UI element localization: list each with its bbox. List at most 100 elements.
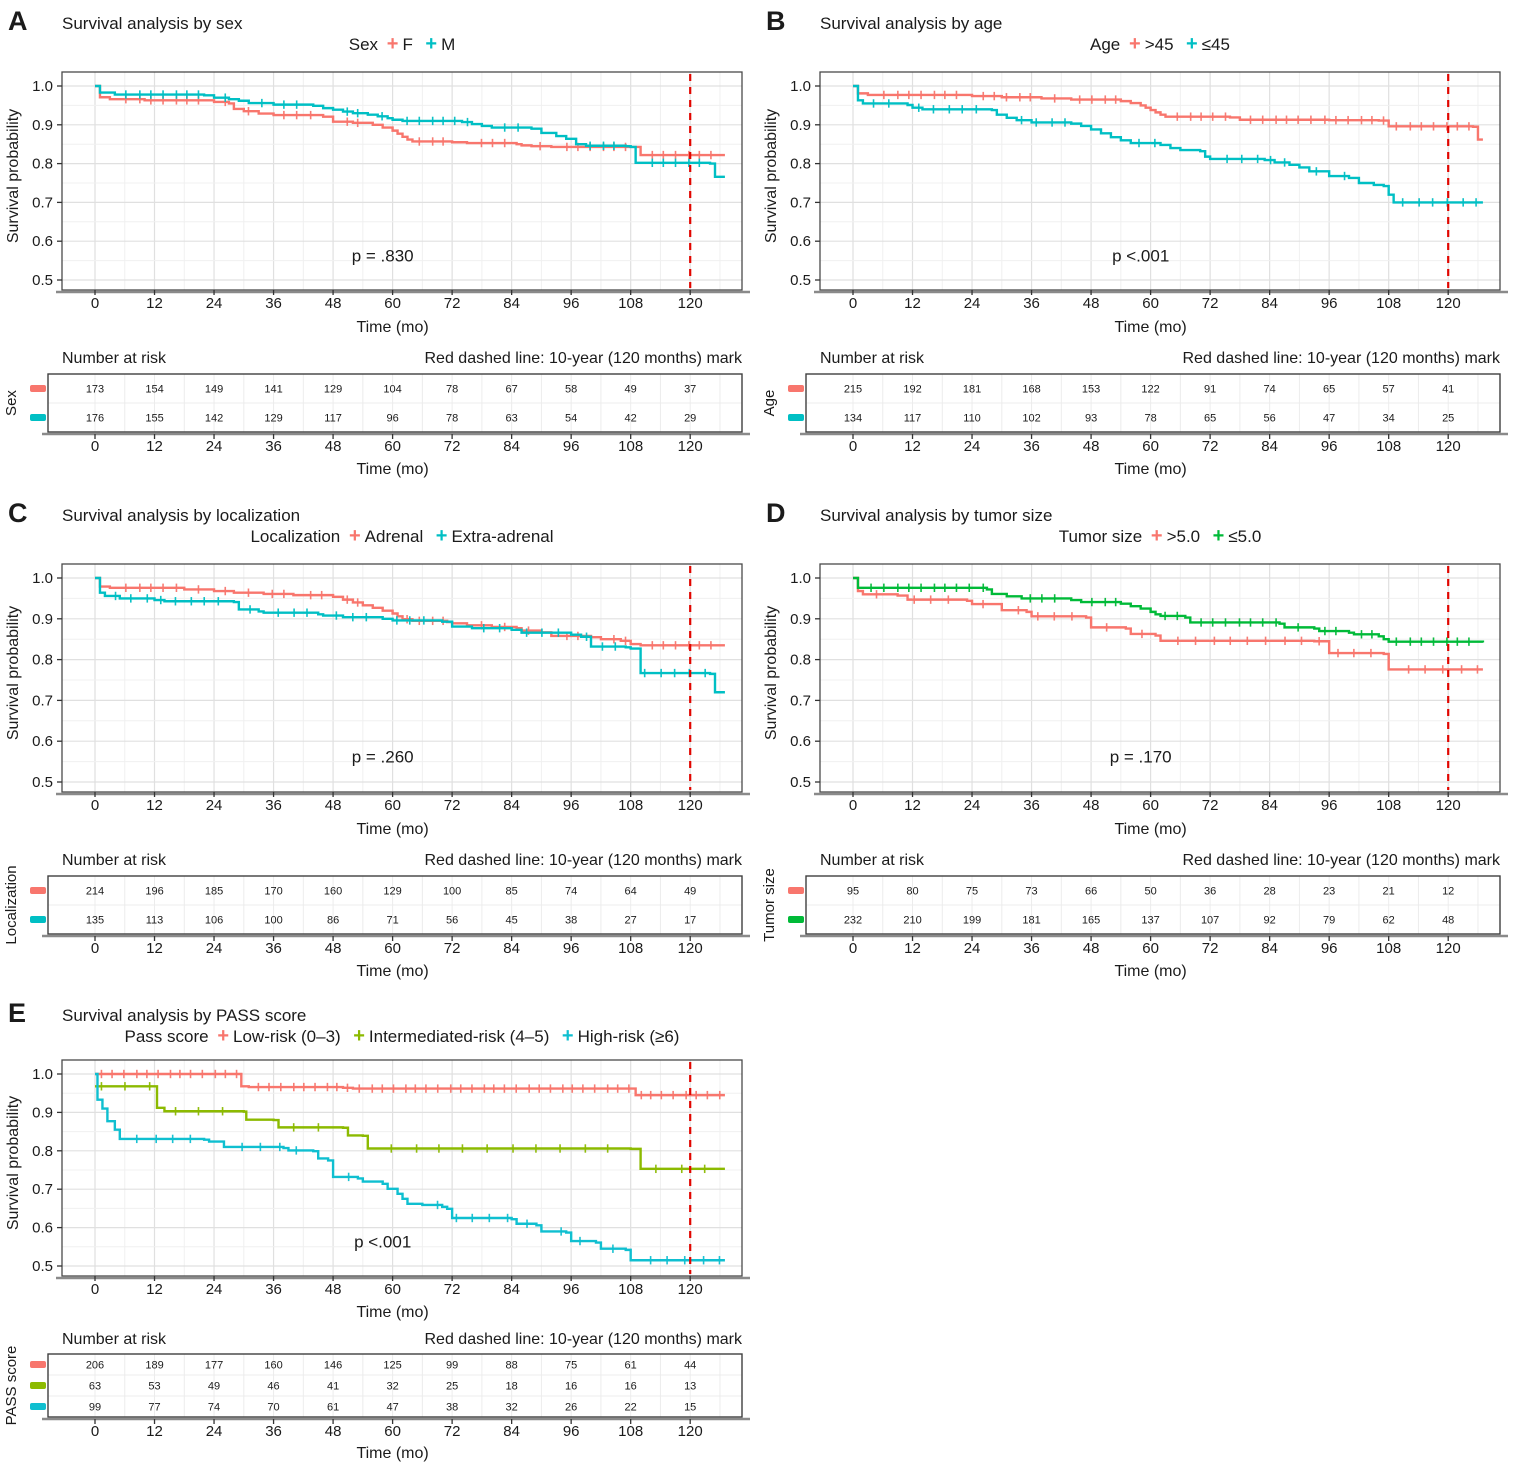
- series-curve-Extra-adrenal: [95, 576, 725, 694]
- risk-count: 74: [208, 1402, 220, 1414]
- y-axis-title: Survival probability: [763, 109, 780, 243]
- risk-count: 49: [684, 886, 696, 898]
- legend-key-icon: +: [1125, 33, 1145, 55]
- x-tick-label: 84: [1261, 438, 1278, 455]
- risk-count: 64: [625, 886, 637, 898]
- y-tick-label: 0.8: [790, 156, 811, 173]
- legend-title: Sex: [349, 35, 383, 54]
- y-tick-label: 0.5: [32, 272, 53, 289]
- legend: Pass score + Low-risk (0–3) + Intermedia…: [125, 1025, 680, 1047]
- curves-layer: [95, 1069, 725, 1265]
- x-tick-label: 72: [444, 1423, 461, 1440]
- y-tick-label: 0.8: [32, 652, 53, 669]
- censor-ticks-Adrenal: [125, 583, 712, 650]
- x-tick-label: 0: [91, 295, 99, 312]
- y-tick-label: 0.5: [32, 774, 53, 791]
- risk-count: 210: [903, 915, 921, 927]
- risk-table-row: 232 210 199 181 165 137 107 92 79 62 48: [844, 915, 1455, 927]
- x-tick-label: 120: [678, 295, 703, 312]
- risk-count: 153: [1082, 384, 1100, 396]
- x-tick-label: 96: [563, 438, 580, 455]
- risk-row-swatch: [30, 1382, 46, 1389]
- x-tick-label: 48: [1083, 438, 1100, 455]
- y-tick-label: 0.9: [32, 117, 53, 134]
- x-tick-label: 84: [1261, 295, 1278, 312]
- x-tick-label: 12: [146, 1281, 163, 1298]
- y-tick-label: 0.7: [32, 692, 53, 709]
- x-tick-label: 108: [618, 1423, 643, 1440]
- x-tick-label: 36: [1023, 438, 1040, 455]
- legend-key-icon: +: [213, 1025, 233, 1047]
- x-tick-label: 120: [678, 438, 703, 455]
- y-tick-label: 0.9: [790, 611, 811, 628]
- risk-row-swatch: [788, 916, 804, 923]
- risk-table: 214 196 185 170 160 129 100 85 74 64 49 135 113 106 10…: [30, 875, 743, 935]
- risk-table-row: 95 80 75 73 66 50 36 28 23 21 12: [847, 886, 1454, 898]
- censor-ticks-M: [125, 90, 701, 168]
- risk-count: 160: [324, 886, 342, 898]
- y-axis-title: Survival probability: [763, 606, 780, 740]
- x-tick-label: 48: [325, 797, 342, 814]
- risk-count: 165: [1082, 915, 1100, 927]
- censor-ticks->5.0: [875, 590, 1479, 674]
- risk-count: 129: [383, 886, 401, 898]
- risk-count: 117: [324, 413, 342, 425]
- risk-count: 99: [89, 1402, 101, 1414]
- series-curve-Intermediated-risk (4–5): [95, 1085, 725, 1171]
- risk-count: 100: [443, 886, 461, 898]
- x-tick-label: 120: [1436, 797, 1461, 814]
- x-tick-label: 60: [384, 295, 401, 312]
- x-tick-label: 96: [1321, 438, 1338, 455]
- risk-count: 61: [625, 1360, 637, 1372]
- risk-x-axis: 0 12 24 36 48 60 72 84 96 108 120: [849, 434, 1461, 455]
- panel-letter: A: [8, 6, 28, 36]
- panel-background: [0, 492, 758, 994]
- risk-table-title: Number at risk: [62, 350, 167, 367]
- x-tick-label: 60: [1142, 438, 1159, 455]
- legend-item-label: ≤5.0: [1228, 527, 1261, 546]
- risk-count: 13: [684, 1381, 696, 1393]
- x-tick-label: 24: [206, 940, 223, 957]
- y-tick-label: 0.6: [790, 233, 811, 250]
- risk-row-swatch: [788, 414, 804, 421]
- y-tick-label: 1.0: [790, 570, 811, 587]
- curves-layer: [95, 84, 725, 178]
- panel-background: [758, 492, 1516, 994]
- plot-border: [61, 1059, 743, 1277]
- legend-key-icon: +: [558, 1025, 578, 1047]
- risk-count: 135: [86, 915, 104, 927]
- x-tick-label: 84: [503, 1423, 520, 1440]
- x-tick-label: 36: [265, 438, 282, 455]
- risk-count: 134: [844, 413, 862, 425]
- risk-x-axis-title: Time (mo): [356, 461, 428, 478]
- risk-count: 75: [565, 1360, 577, 1372]
- y-tick-label: 0.5: [790, 272, 811, 289]
- x-tick-label: 36: [265, 295, 282, 312]
- dashed-line-note: Red dashed line: 10-year (120 months) ma…: [425, 1331, 743, 1348]
- x-tick-label: 108: [618, 438, 643, 455]
- y-tick-label: 1.0: [32, 78, 53, 95]
- risk-count: 104: [383, 384, 401, 396]
- x-tick-label: 120: [1436, 438, 1461, 455]
- survival-chart-tumor-size: D Survival analysis by tumor size Tumor si…: [758, 492, 1516, 994]
- dashed-line-note: Red dashed line: 10-year (120 months) ma…: [425, 350, 743, 367]
- risk-count: 66: [1085, 886, 1097, 898]
- x-tick-label: 0: [91, 940, 99, 957]
- panel-e: E Survival analysis by PASS score Pass sco…: [0, 994, 758, 1464]
- legend-item-label: Extra-adrenal: [451, 527, 553, 546]
- curves-layer: [853, 84, 1483, 207]
- risk-count: 16: [625, 1381, 637, 1393]
- legend-item-label: Intermediated-risk (4–5): [369, 1027, 558, 1046]
- x-axis-title: Time (mo): [356, 1304, 428, 1321]
- x-tick-label: 84: [503, 940, 520, 957]
- x-tick-label: 108: [618, 797, 643, 814]
- risk-x-axis-title: Time (mo): [1114, 461, 1186, 478]
- risk-count: 160: [264, 1360, 282, 1372]
- x-tick-label: 0: [91, 1423, 99, 1440]
- risk-count: 199: [963, 915, 981, 927]
- x-tick-label: 72: [444, 1281, 461, 1298]
- panel-letter: C: [8, 498, 28, 528]
- risk-count: 142: [205, 413, 223, 425]
- risk-count: 47: [1323, 413, 1335, 425]
- risk-count: 36: [1204, 886, 1216, 898]
